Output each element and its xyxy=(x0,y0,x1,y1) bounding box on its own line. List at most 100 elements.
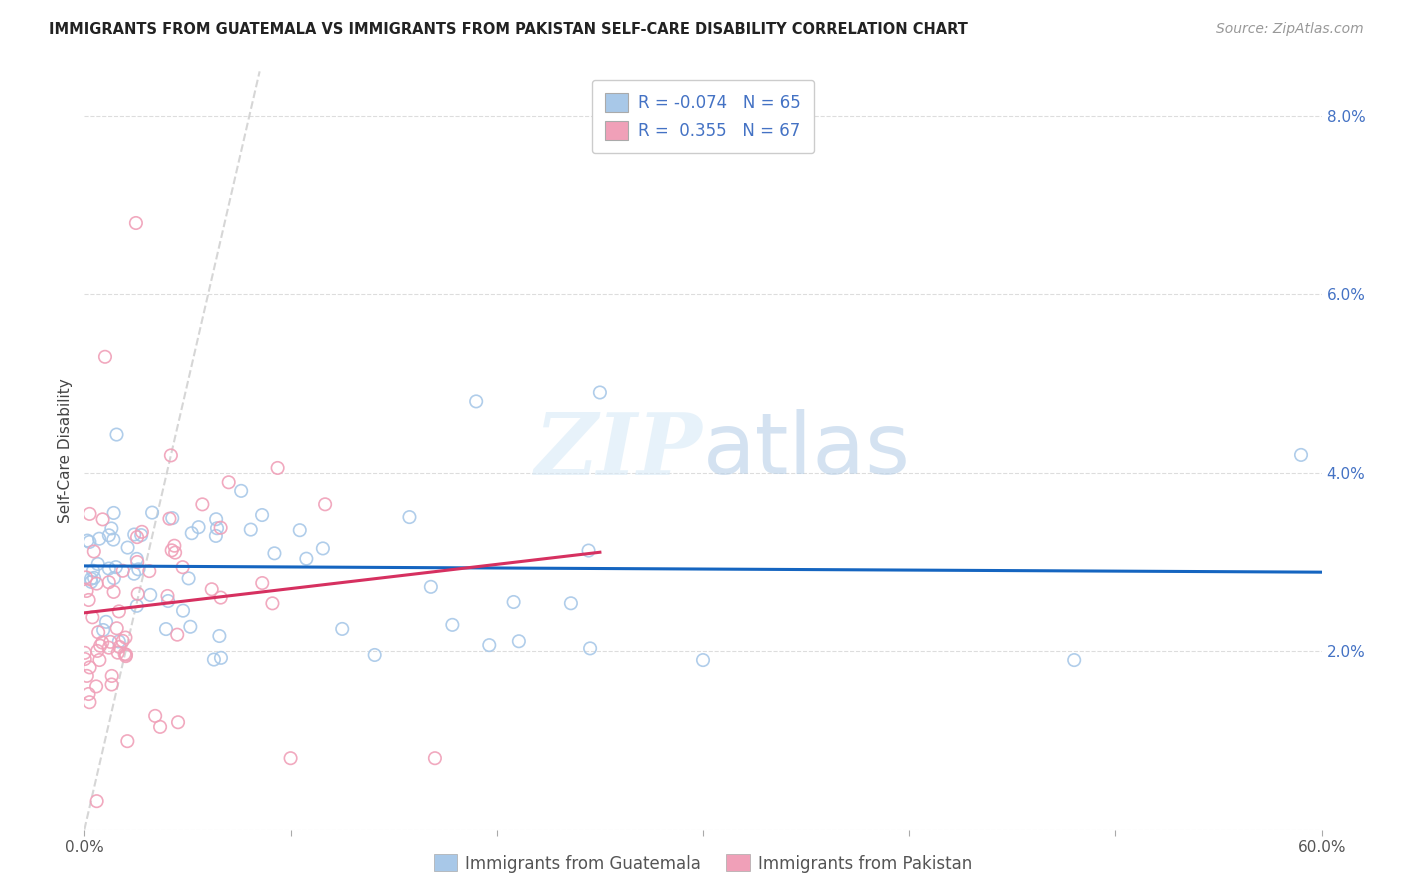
Point xyxy=(239,523,262,537)
Point xyxy=(160,543,183,558)
Point xyxy=(79,535,101,549)
Legend: R = -0.074   N = 65, R =  0.355   N = 67: R = -0.074 N = 65, R = 0.355 N = 67 xyxy=(592,79,814,153)
Point xyxy=(91,623,114,637)
Point xyxy=(138,564,160,578)
Point xyxy=(107,646,129,660)
Point xyxy=(159,511,181,525)
Point xyxy=(314,497,336,511)
Point xyxy=(208,629,231,643)
Point xyxy=(465,394,488,409)
Point xyxy=(125,599,148,613)
Point xyxy=(560,596,582,610)
Y-axis label: Self-Care Disability: Self-Care Disability xyxy=(58,378,73,523)
Point xyxy=(209,650,232,665)
Point xyxy=(100,677,122,691)
Point xyxy=(100,669,122,683)
Point xyxy=(363,648,385,662)
Point xyxy=(75,570,97,584)
Point xyxy=(73,646,96,660)
Point xyxy=(508,634,530,648)
Point xyxy=(129,528,152,542)
Point xyxy=(441,618,464,632)
Point xyxy=(82,564,104,578)
Point xyxy=(86,576,108,591)
Point xyxy=(162,511,184,525)
Point xyxy=(179,620,201,634)
Point xyxy=(76,584,98,599)
Point xyxy=(91,635,114,649)
Point xyxy=(177,571,200,585)
Point xyxy=(1289,448,1312,462)
Point xyxy=(115,648,138,662)
Point xyxy=(122,527,145,541)
Point xyxy=(97,528,120,542)
Point xyxy=(478,638,501,652)
Point xyxy=(205,529,228,543)
Point xyxy=(231,483,253,498)
Text: atlas: atlas xyxy=(703,409,911,492)
Point xyxy=(125,552,148,566)
Point xyxy=(89,532,111,546)
Point xyxy=(77,593,100,607)
Point xyxy=(157,594,180,608)
Point xyxy=(79,660,101,674)
Point xyxy=(262,596,284,610)
Point xyxy=(122,566,145,581)
Point xyxy=(423,751,446,765)
Point xyxy=(131,524,153,539)
Point xyxy=(117,541,139,555)
Point xyxy=(141,506,163,520)
Point xyxy=(209,591,232,605)
Point xyxy=(94,615,117,629)
Point xyxy=(114,649,136,664)
Point xyxy=(105,621,128,635)
Point xyxy=(589,385,612,400)
Point xyxy=(111,634,134,648)
Point xyxy=(82,610,104,624)
Point xyxy=(94,350,117,364)
Point xyxy=(83,544,105,558)
Point xyxy=(108,634,131,648)
Point xyxy=(125,216,148,230)
Point xyxy=(117,734,139,748)
Point xyxy=(165,545,187,559)
Point xyxy=(187,520,209,534)
Point xyxy=(398,510,420,524)
Point xyxy=(180,526,202,541)
Point xyxy=(209,521,232,535)
Point xyxy=(312,541,335,556)
Point xyxy=(295,551,318,566)
Point xyxy=(104,560,127,574)
Point xyxy=(73,652,96,666)
Point xyxy=(160,449,183,463)
Point xyxy=(80,572,103,586)
Point xyxy=(97,561,120,575)
Point xyxy=(80,574,103,589)
Point xyxy=(105,427,128,442)
Point xyxy=(288,523,311,537)
Point xyxy=(201,582,224,597)
Point xyxy=(127,587,149,601)
Point xyxy=(202,652,225,666)
Point xyxy=(578,543,600,558)
Point xyxy=(125,530,148,544)
Point xyxy=(252,576,274,591)
Point xyxy=(103,533,125,547)
Point xyxy=(166,628,188,642)
Legend: Immigrants from Guatemala, Immigrants from Pakistan: Immigrants from Guatemala, Immigrants fr… xyxy=(427,847,979,880)
Point xyxy=(77,687,100,701)
Point xyxy=(86,644,108,658)
Point xyxy=(91,512,114,526)
Point xyxy=(97,575,120,590)
Point xyxy=(89,639,111,653)
Point xyxy=(266,461,288,475)
Point xyxy=(114,631,136,645)
Point xyxy=(172,560,194,574)
Text: Source: ZipAtlas.com: Source: ZipAtlas.com xyxy=(1216,22,1364,37)
Point xyxy=(419,580,441,594)
Point xyxy=(1063,653,1085,667)
Point xyxy=(103,585,125,599)
Point xyxy=(87,557,110,571)
Point xyxy=(163,539,186,553)
Point xyxy=(111,564,134,578)
